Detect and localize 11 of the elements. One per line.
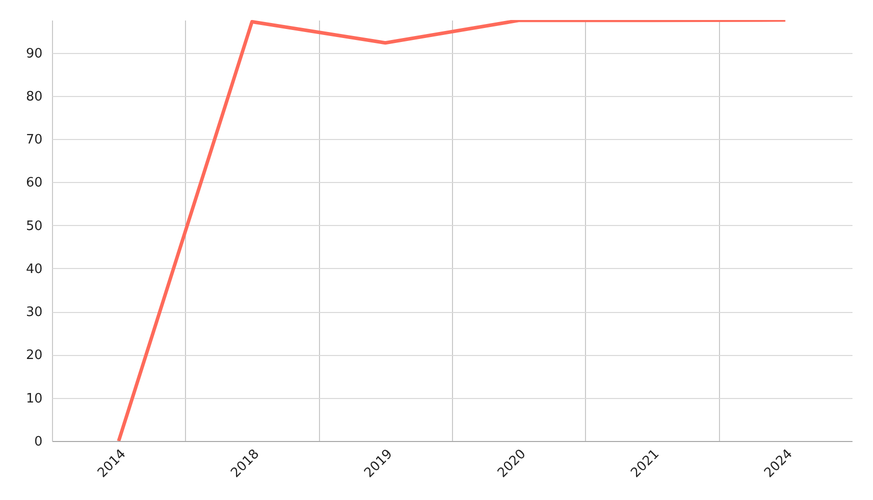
line-series [116, 20, 788, 441]
y-tick-label: 0 [34, 434, 42, 450]
y-tick-label: 10 [26, 391, 42, 406]
y-tick-label: 70 [26, 132, 42, 148]
y-tick-label: 20 [26, 348, 42, 364]
y-tick-label: 40 [26, 262, 42, 277]
y-tick-label: 50 [26, 218, 42, 234]
y-tick-label: 60 [26, 176, 42, 191]
y-tick-label: 80 [26, 89, 42, 104]
y-tick-label: 30 [26, 305, 42, 320]
y-tick-label: 90 [26, 46, 42, 62]
